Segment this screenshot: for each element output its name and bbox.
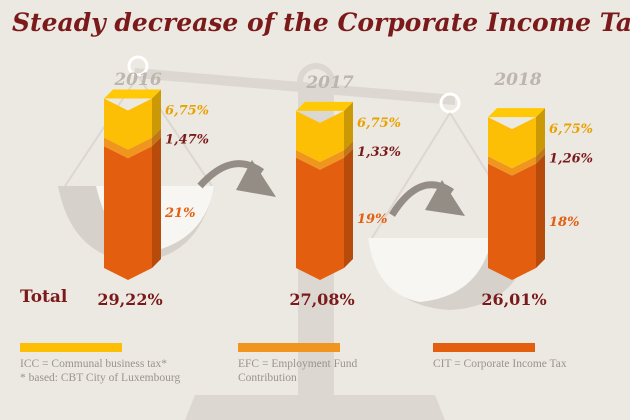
- legend-swatch-cit: [433, 343, 535, 352]
- arrow-head-2017-2018: [425, 180, 465, 216]
- bar-side-cit-2016: [152, 137, 161, 268]
- right-hook: [439, 92, 461, 114]
- year-label-2016: 2016: [113, 70, 161, 90]
- year-label-2017: 2017: [305, 73, 353, 93]
- legend-label-icc: ICC = Communal business tax*: [20, 358, 168, 370]
- bar-side-efc-2017: [344, 141, 353, 158]
- label-icc-2017: 6,75%: [357, 116, 401, 131]
- bar-side-icc-2016: [152, 89, 161, 138]
- legend-note-efc: Contribution: [238, 372, 297, 384]
- label-cit-2016: 21%: [164, 206, 195, 221]
- right-pan-inner: [368, 238, 492, 302]
- label-cit-2017: 19%: [357, 212, 387, 227]
- totals: Total 29,22% 27,08% 26,01%: [20, 287, 547, 309]
- total-2016: 29,22%: [97, 290, 162, 309]
- bar-side-cit-2018: [536, 154, 545, 268]
- legend-swatch-efc: [238, 343, 340, 352]
- bar-side-icc-2018: [536, 108, 545, 157]
- bar-icc-2017: [296, 110, 344, 163]
- bar-cit-2018: [488, 163, 536, 280]
- label-cit-2018: 18%: [549, 215, 579, 230]
- arrow-head-2016-2017: [236, 160, 276, 197]
- legend-swatch-icc: [20, 343, 122, 352]
- arrows: [197, 160, 465, 217]
- bar-cit-2017: [296, 157, 344, 280]
- scale-base: [185, 395, 445, 420]
- bar-cit-2016: [104, 146, 152, 280]
- label-icc-2018: 6,75%: [549, 122, 593, 137]
- label-efc-2018: 1,26%: [549, 151, 593, 166]
- bar-side-efc-2016: [152, 128, 161, 147]
- bar-side-cit-2017: [344, 148, 353, 268]
- bar-efc-2017: [296, 150, 344, 170]
- label-efc-2017: 1,33%: [357, 145, 401, 160]
- year-label-2018: 2018: [493, 70, 541, 90]
- bar-side-efc-2018: [536, 147, 545, 164]
- total-2018: 26,01%: [481, 290, 546, 309]
- total-label: Total: [20, 287, 68, 307]
- years: 2016 2017 2018: [113, 70, 541, 93]
- bar-efc-2018: [488, 156, 536, 176]
- legend-label-efc: EFC = Employment Fund: [238, 358, 358, 370]
- bar-top-2018: [488, 108, 545, 118]
- total-2017: 27,08%: [289, 290, 354, 309]
- bars: 21% 1,47% 6,75% 19% 1,33% 6,75% 18% 1,26% 6,75%: [104, 89, 593, 280]
- left-hook: [127, 55, 149, 77]
- right-string-a: [371, 112, 451, 239]
- bar-efc-2016: [104, 137, 152, 159]
- chart-title: Steady decrease of the Corporate Income …: [12, 8, 630, 37]
- bar-side-icc-2017: [344, 101, 353, 151]
- label-efc-2016: 1,47%: [165, 133, 209, 148]
- scale-beam: [135, 68, 455, 105]
- bar-top-2016: [104, 89, 161, 99]
- bar-icc-2018: [488, 117, 536, 169]
- legend-label-cit: CIT = Corporate Income Tax: [433, 358, 567, 370]
- label-icc-2016: 6,75%: [165, 104, 209, 119]
- bar-top-2017: [296, 101, 353, 111]
- legend-note-icc: * based: CBT City of Luxembourg: [20, 372, 181, 384]
- bar-icc-2016: [104, 98, 152, 150]
